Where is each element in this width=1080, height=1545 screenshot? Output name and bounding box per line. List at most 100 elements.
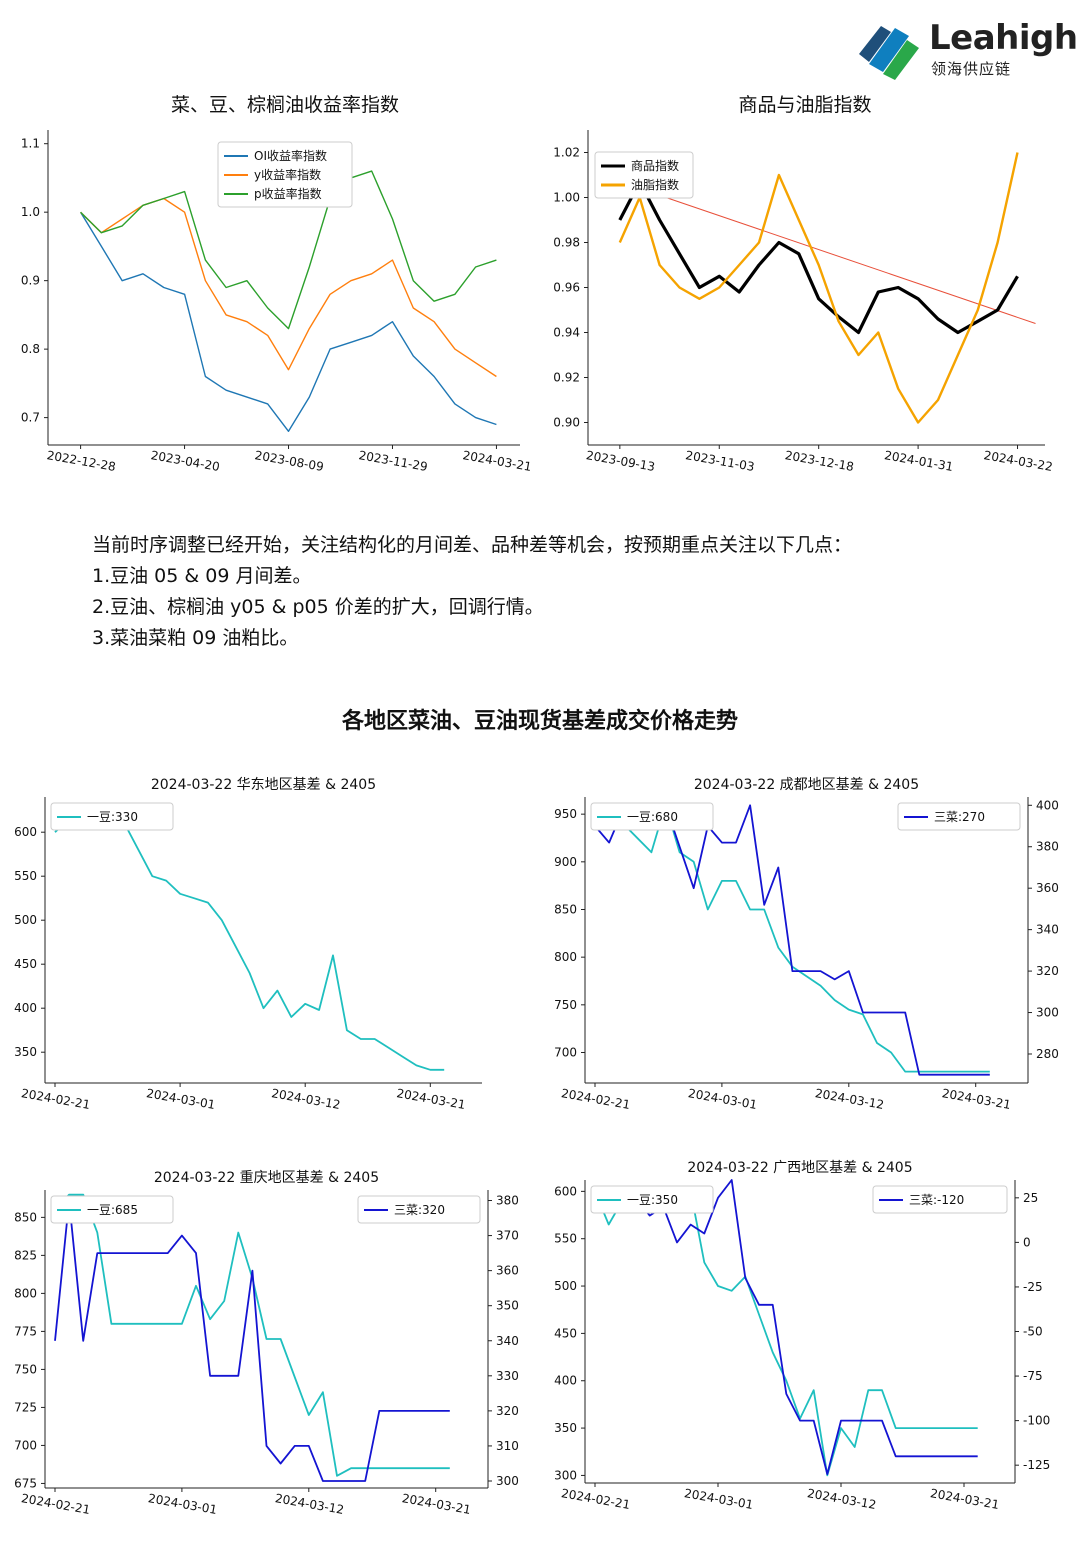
y-tick-label: 825 (14, 1248, 37, 1262)
y-tick-label: 850 (554, 902, 577, 916)
y-tick-label: 0.7 (21, 411, 40, 425)
y2-tick-label: 320 (496, 1404, 519, 1418)
x-tick-label: 2024-02-21 (560, 1486, 631, 1512)
x-tick-label: 2023-12-18 (784, 448, 855, 474)
y-tick-label: 725 (14, 1400, 37, 1414)
x-tick-label: 2024-01-31 (883, 448, 954, 474)
y-tick-label: 0.9 (21, 274, 40, 288)
legend-label: 油脂指数 (631, 177, 679, 192)
y-tick-label: 775 (14, 1324, 37, 1338)
chart-title: 2024-03-22 重庆地区基差 & 2405 (154, 1169, 379, 1186)
y-tick-label: 950 (554, 807, 577, 821)
logo-sub: 领海供应链 (931, 60, 1012, 78)
y-tick-label: 600 (554, 1184, 577, 1198)
y2-tick-label: 380 (496, 1194, 519, 1208)
y2-tick-label: 340 (496, 1334, 519, 1348)
legend-label: 一豆:350 (627, 1193, 678, 1207)
y-tick-label: 500 (554, 1279, 577, 1293)
series-line (80, 211, 497, 432)
analysis-intro: 当前时序调整已经开始，关注结构化的月间差、品种差等机会，按预期重点关注以下几点： (92, 534, 853, 556)
legend-label: 三菜:-120 (909, 1193, 964, 1207)
x-tick-label: 2023-11-03 (684, 448, 755, 474)
y2-tick-label: -75 (1023, 1369, 1043, 1383)
analysis-text: 当前时序调整已经开始，关注结构化的月间差、品种差等机会，按预期重点关注以下几点：… (92, 530, 852, 654)
x-tick-label: 2024-03-21 (462, 448, 533, 474)
x-tick-label: 2024-03-12 (270, 1086, 341, 1112)
x-tick-label: 2024-03-01 (687, 1086, 758, 1112)
legend-label: 三菜:270 (934, 810, 985, 824)
series-line (618, 180, 1019, 335)
series-line (54, 804, 445, 1071)
y-tick-label: 600 (14, 825, 37, 839)
series-line (595, 1179, 978, 1476)
legend-label: 商品指数 (631, 158, 679, 173)
y-tick-label: 300 (554, 1468, 577, 1482)
section-title: 各地区菜油、豆油现货基差成交价格走势 (341, 709, 738, 734)
x-tick-label: 2023-04-20 (150, 448, 221, 474)
x-tick-label: 2024-03-01 (145, 1086, 216, 1112)
x-tick-label: 2024-02-21 (560, 1086, 631, 1112)
x-tick-label: 2024-02-21 (20, 1491, 91, 1517)
legend-box (217, 141, 353, 208)
y2-tick-label: -100 (1023, 1414, 1050, 1428)
series-line (594, 803, 990, 1073)
leahigh-logo-mark (859, 26, 919, 80)
y-tick-label: 800 (14, 1286, 37, 1300)
y2-tick-label: -125 (1023, 1458, 1050, 1472)
chart-guangxi-basis: 2024-03-22 广西地区基差 & 2405 300 350 400 450 500 5… (554, 1159, 1050, 1512)
chart1-returns-index: 0.7 0.8 0.9 1.0 1.1 2022-12-28 2023-04-20 2023-… (21, 130, 533, 474)
y2-tick-label: 400 (1036, 798, 1059, 812)
x-tick-label: 2024-03-12 (814, 1086, 885, 1112)
x-tick-label: 2024-03-01 (147, 1491, 218, 1517)
x-tick-label: 2024-03-22 (983, 448, 1054, 474)
x-tick-label: 2024-03-12 (274, 1491, 345, 1517)
legend-box (897, 802, 1021, 831)
analysis-point-3: 3.菜油菜粕 09 油粕比。 (92, 627, 299, 649)
legend-label: OI收益率指数 (254, 148, 327, 163)
legend-label: 一豆:330 (87, 810, 138, 824)
chart-east-china-basis: 2024-03-22 华东地区基差 & 2405 350 400 450 500 550 6… (14, 776, 482, 1112)
legend-label: 一豆:680 (627, 810, 678, 824)
chart-title: 2024-03-22 华东地区基差 & 2405 (151, 776, 376, 793)
x-tick-label: 2024-03-21 (401, 1491, 472, 1517)
legend-box (590, 1185, 714, 1214)
chart-title: 2024-03-22 成都地区基差 & 2405 (694, 776, 919, 793)
y-tick-label: 450 (14, 957, 37, 971)
x-tick-label: 2023-09-13 (585, 448, 656, 474)
y2-tick-label: 370 (496, 1229, 519, 1243)
legend-label: 三菜:320 (394, 1203, 445, 1217)
x-tick-label: 2024-03-12 (806, 1486, 877, 1512)
series-line (618, 152, 1019, 424)
y-tick-label: 850 (14, 1210, 37, 1224)
y-tick-label: 500 (14, 913, 37, 927)
y2-tick-label: 25 (1023, 1191, 1038, 1205)
y-tick-label: 0.90 (553, 416, 580, 430)
x-tick-label: 2024-03-21 (941, 1086, 1012, 1112)
y-tick-label: 1.02 (553, 146, 580, 160)
y-tick-label: 900 (554, 855, 577, 869)
x-tick-label: 2024-03-01 (683, 1486, 754, 1512)
logo: Leahigh 领海供应链 (855, 14, 1078, 84)
legend-label: y收益率指数 (254, 167, 321, 182)
y-tick-label: 0.92 (553, 371, 580, 385)
y-tick-label: 0.94 (553, 326, 580, 340)
series-line (594, 1190, 978, 1477)
y-tick-label: 0.96 (553, 281, 580, 295)
y-tick-label: 0.8 (21, 342, 40, 356)
legend-box (50, 802, 174, 831)
x-tick-label: 2024-03-21 (395, 1086, 466, 1112)
x-tick-label: 2024-02-21 (20, 1086, 91, 1112)
analysis-point-2: 2.豆油、棕榈油 y05 & p05 价差的扩大，回调行情。 (92, 596, 544, 618)
y-tick-label: 750 (554, 998, 577, 1012)
y-tick-label: 0.98 (553, 236, 580, 250)
y-tick-label: 1.0 (21, 205, 40, 219)
y2-tick-label: 360 (1036, 881, 1059, 895)
y-tick-label: 1.1 (21, 137, 40, 151)
legend-box (357, 1195, 481, 1224)
y2-tick-label: 280 (1036, 1047, 1059, 1061)
chart-chengdu-basis: 2024-03-22 成都地区基差 & 2405 700 750 800 850 900 9… (554, 776, 1059, 1112)
y2-tick-label: 380 (1036, 840, 1059, 854)
y-tick-label: 800 (554, 950, 577, 964)
y2-tick-label: 350 (496, 1299, 519, 1313)
y-tick-label: 1.00 (553, 191, 580, 205)
